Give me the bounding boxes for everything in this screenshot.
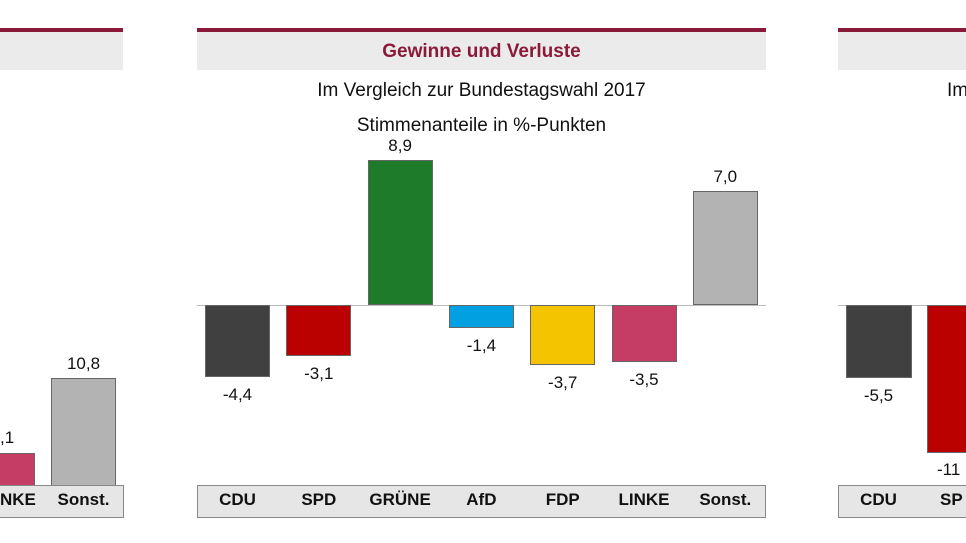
chart-subtitle-2: Stimmenanteile in %-Punkten [356,115,607,136]
x-tick-label: SPD [301,490,337,509]
right-axis [838,485,966,518]
left-cat-linke: NKE [0,490,36,509]
data-label: -1,4 [466,335,497,355]
bar-sonst [692,190,758,305]
data-label: -3,5 [629,370,659,390]
left-axis [0,485,124,518]
x-tick-label: AfD [466,490,497,509]
left-label-sonst: 10,8 [66,354,101,373]
left-bar-linke [0,453,35,486]
x-tick-label: Sonst. [699,490,752,509]
bar-grüne [367,159,433,305]
bar-cdu [205,305,270,377]
x-axis [197,485,766,518]
x-tick-label: FDP [545,490,580,509]
bar-afd [448,305,514,328]
right-bar-spd [927,305,966,453]
bar-spd [286,305,352,356]
x-tick-label: CDU [219,490,256,509]
x-tick-label: LINKE [618,490,670,509]
data-label: 7,0 [713,166,738,186]
left-panel-titlebar [0,28,123,70]
left-cat-sonst: Sonst. [57,490,110,509]
right-label-cdu: -5,5 [863,386,894,405]
x-tick-label: GRÜNE [369,490,431,509]
chart-subtitle-1: Im Vergleich zur Bundestagswahl 2017 [317,80,646,101]
data-label: -4,4 [222,384,253,404]
data-label: -3,7 [548,373,578,393]
right-panel-titlebar [838,28,966,70]
right-label-spd: -11 [937,460,961,479]
chart-title: Gewinne und Verluste [382,41,581,62]
left-label-linke: ,1 [0,428,15,447]
bar-linke [611,305,677,363]
bar-fdp [530,305,596,366]
data-label: 8,9 [388,135,412,155]
right-subtitle: Im [947,80,966,101]
right-cat-cdu: CDU [860,490,897,509]
right-bar-cdu [846,305,912,378]
left-bar-sonst [51,378,116,486]
right-cat-spd: SP [940,490,963,509]
data-label: -3,1 [304,363,334,383]
chart-titlebar: Gewinne und Verluste [197,28,766,70]
